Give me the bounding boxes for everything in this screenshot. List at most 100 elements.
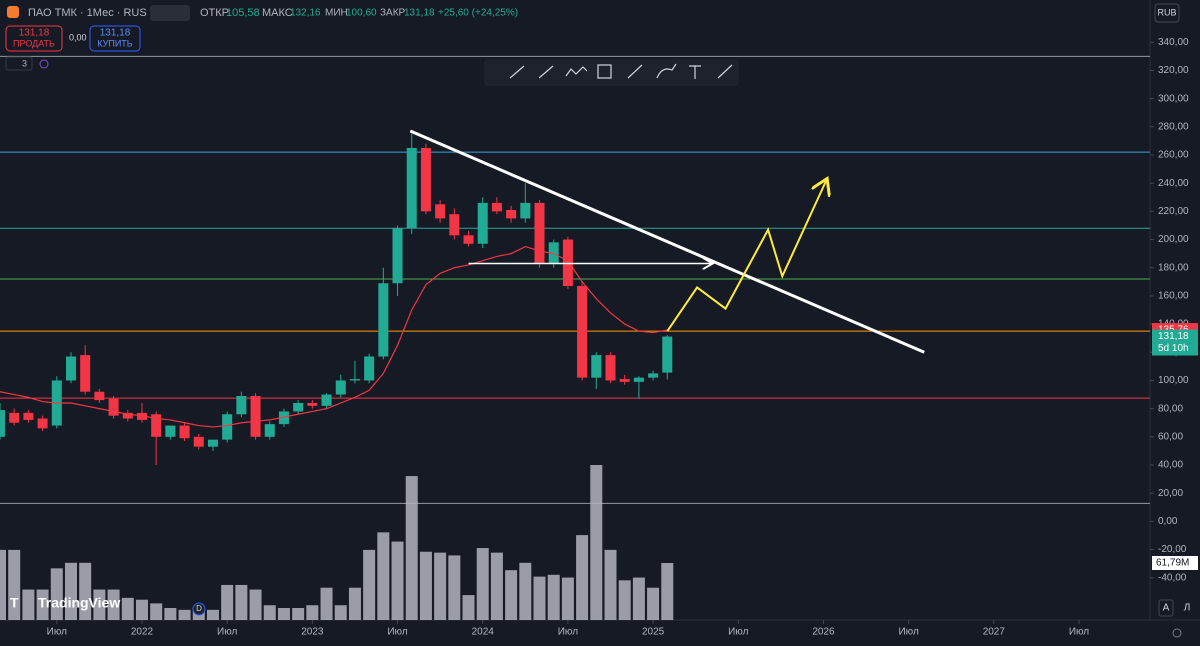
volume-bar (462, 595, 475, 620)
tool-curve[interactable] (656, 63, 677, 79)
close-tag-label: 131,18 (1158, 331, 1189, 342)
y-tick-label: 260,00 (1158, 150, 1189, 161)
volume-bar (590, 465, 603, 620)
volume-bar (377, 532, 390, 620)
x-tick-label: Июл (558, 627, 578, 638)
x-tick-label: Июл (898, 627, 918, 638)
volume-bar (604, 549, 617, 620)
buy-label[interactable]: КУПИТЬ (97, 38, 132, 48)
candle-body (420, 147, 431, 212)
open-label: ОТКР (200, 7, 229, 19)
volume-bar (632, 577, 645, 620)
volume-bar (561, 577, 574, 620)
candle-body (548, 242, 559, 264)
y-tick-label: 40,00 (1158, 460, 1183, 471)
indicators-toggle[interactable] (5, 56, 33, 71)
sell-label[interactable]: ПРОДАТЬ (13, 38, 55, 48)
y-tick-label: 0,00 (1158, 516, 1178, 527)
close-label: ЗАКР (380, 8, 406, 19)
candle-body (293, 403, 304, 412)
x-tick-label: Июл (217, 627, 237, 638)
projection-path (666, 180, 826, 332)
brand: TradingView (38, 595, 120, 611)
candle-body (9, 412, 20, 423)
candle-body (65, 356, 76, 381)
high-label: МАКС (262, 7, 293, 19)
drawing-toolbar (484, 59, 739, 86)
tool-rect[interactable] (597, 64, 612, 79)
tool-measure[interactable] (717, 64, 733, 79)
candle-body (477, 202, 488, 244)
tool-ray[interactable] (538, 65, 554, 79)
volume-bar (8, 549, 21, 620)
candle-body (222, 414, 233, 440)
tool-trend[interactable] (509, 65, 525, 79)
buy-button[interactable] (89, 25, 141, 52)
scale-auto-box[interactable] (1158, 599, 1174, 617)
tool-path[interactable] (565, 66, 588, 77)
volume-bar (164, 608, 177, 620)
high: 132,16 (290, 8, 321, 19)
plot (0, 41, 1154, 624)
currency[interactable]: RUB (1157, 7, 1176, 17)
change: +25,60 (+24,25%) (438, 8, 518, 19)
volume-bar (320, 587, 333, 620)
volume-bar (64, 562, 77, 620)
y-tick-label: 80,00 (1158, 403, 1183, 414)
buy-price[interactable]: 131,18 (100, 28, 131, 39)
dividend-badge[interactable] (192, 602, 206, 616)
volume-bar (363, 549, 376, 620)
candle-body (236, 395, 247, 415)
scale-auto[interactable]: A (1163, 603, 1170, 614)
candle-body (23, 412, 34, 420)
low: 100,60 (346, 8, 377, 19)
candle-body (165, 425, 176, 437)
candle-body (435, 204, 446, 219)
sell-button[interactable] (5, 25, 63, 52)
candle-body (633, 377, 644, 382)
volume-bar (221, 584, 234, 620)
candle-body (122, 412, 133, 419)
x-tick-label: 2026 (812, 627, 835, 638)
volume-bar (263, 605, 276, 620)
volume-bar (306, 605, 319, 620)
volume-bar (334, 605, 347, 620)
currency-box[interactable] (1154, 3, 1180, 23)
volume-bar (36, 589, 49, 620)
candle-body (278, 411, 289, 425)
candle-body (463, 235, 474, 244)
scale-log[interactable]: Л (1184, 603, 1191, 614)
x-tick-label: 2022 (131, 627, 154, 638)
candle-body (250, 395, 261, 437)
volume-bar (292, 608, 305, 620)
candle-body (207, 439, 218, 447)
trendline (409, 129, 925, 354)
volume-bar (135, 599, 148, 620)
volume-bar (661, 562, 674, 620)
x-tick-label: 2023 (301, 627, 324, 638)
candle-body (449, 214, 460, 236)
volume-bar (348, 587, 361, 620)
volume-bar (434, 552, 447, 620)
volume-bar (519, 562, 532, 620)
dividend[interactable]: D (196, 604, 202, 613)
y-tick-label: 160,00 (1158, 291, 1189, 302)
volume-bar (249, 589, 262, 620)
y-tick-label: 100,00 (1158, 375, 1189, 386)
volume-bar (419, 551, 432, 620)
y-tick-label: 320,00 (1158, 65, 1189, 76)
indicators-count[interactable]: 3 (22, 58, 27, 68)
volume-bar (391, 541, 404, 620)
settings-icon[interactable] (1172, 628, 1182, 638)
volume-bar (93, 589, 106, 620)
logo-mark: T (10, 595, 19, 611)
candle-body (94, 391, 105, 401)
volume-bar (618, 580, 631, 620)
sell-price[interactable]: 131,18 (19, 28, 50, 39)
close-tag (1152, 329, 1198, 356)
tool-text[interactable] (689, 65, 701, 79)
y-tick-label: -40,00 (1158, 572, 1187, 583)
tool-brush[interactable] (627, 64, 643, 79)
indicator-icon[interactable] (39, 59, 49, 69)
